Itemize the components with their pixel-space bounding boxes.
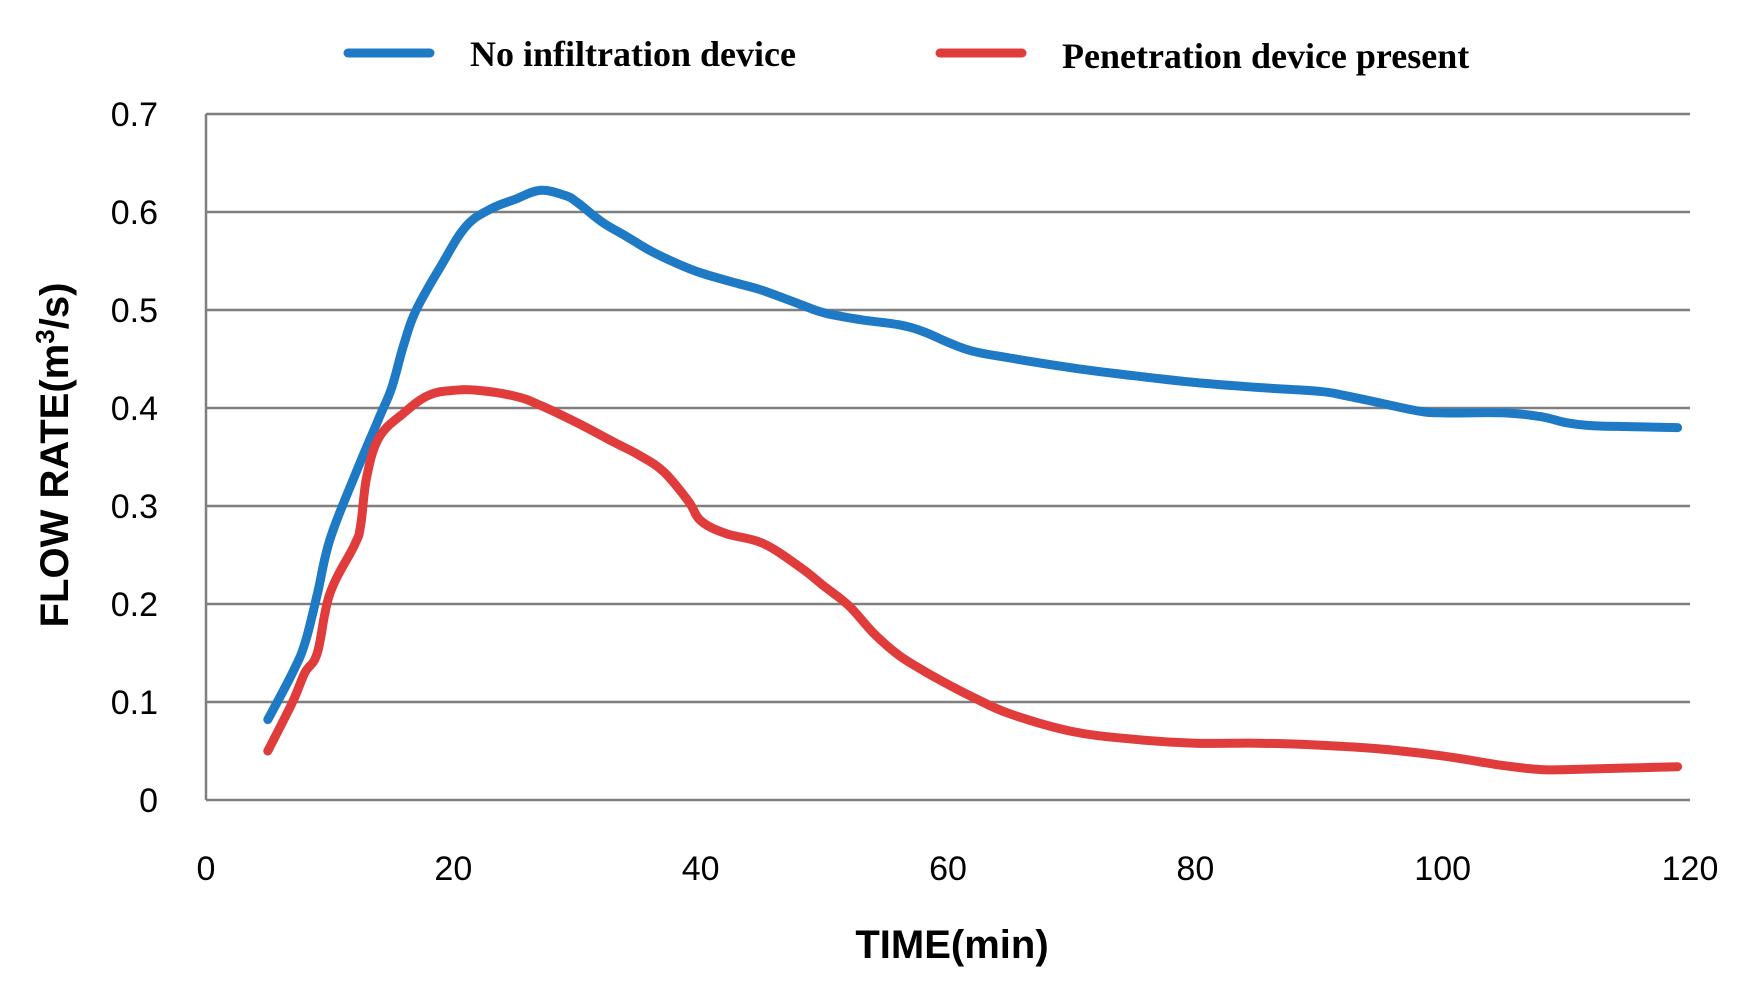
x-tick-label-120: 120 [1662,850,1719,888]
y-tick-label-0: 0 [139,782,158,820]
x-tick-label-20: 20 [434,850,472,888]
y-tick-label-0.7: 0.7 [111,96,158,134]
x-tick-label-100: 100 [1414,850,1471,888]
legend-label-penetration-device: Penetration device present [1062,36,1469,76]
y-axis-ticks: 0 0.1 0.2 0.3 0.4 0.5 0.6 0.7 [111,96,158,820]
grid [204,112,1690,802]
legend-label-no-infiltration: No infiltration device [470,34,796,74]
y-tick-label-0.6: 0.6 [111,194,158,232]
legend: No infiltration device Penetration devic… [343,34,1469,76]
y-tick-label-0.5: 0.5 [111,292,158,330]
y-tick-label-0.2: 0.2 [111,586,158,624]
series-line-no-infiltration [263,185,1683,725]
y-tick-label-0.1: 0.1 [111,684,158,722]
x-tick-label-80: 80 [1176,850,1214,888]
y-axis-title: FLOW RATE(m3/s) [30,283,77,628]
y-axis-title-main: FLOW RATE(m [33,344,77,628]
x-tick-label-60: 60 [929,850,967,888]
y-axis-title-end: /s) [33,283,77,330]
x-axis-ticks: 0 20 40 60 80 100 120 [197,850,1719,888]
y-tick-label-0.4: 0.4 [111,390,158,428]
series-group [263,185,1683,775]
y-tick-label-0.3: 0.3 [111,488,158,526]
y-axis-title-superscript: 3 [30,329,60,343]
x-axis-title: TIME(min) [855,923,1048,967]
x-tick-label-40: 40 [682,850,720,888]
x-tick-label-0: 0 [197,850,216,888]
series-line-penetration-device [263,385,1683,775]
